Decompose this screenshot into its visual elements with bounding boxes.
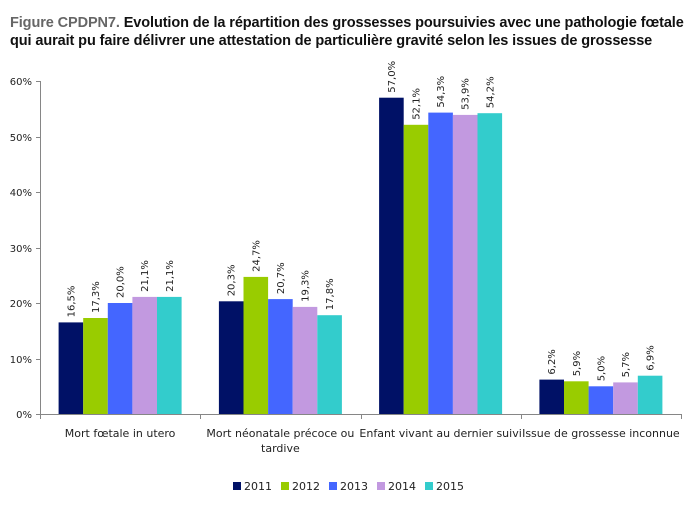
bar	[132, 296, 157, 414]
figure-number: Figure CPDPN7.	[10, 15, 120, 31]
bar	[428, 112, 453, 414]
y-tick-label: 30%	[10, 244, 32, 255]
bar	[637, 375, 663, 414]
y-tick-label: 50%	[10, 133, 32, 144]
bar	[157, 296, 182, 414]
category-label: Issue de grossesse inconnue	[522, 427, 680, 440]
data-label: 17,8%	[325, 278, 336, 310]
chart-title: Figure CPDPN7. Evolution de la répartiti…	[10, 14, 690, 50]
legend-swatch	[281, 482, 289, 490]
data-label: 20,0%	[116, 266, 127, 298]
bar	[243, 276, 269, 414]
data-label: 6,2%	[547, 349, 558, 374]
y-tick-label: 10%	[10, 355, 32, 366]
data-label: 20,3%	[227, 265, 238, 297]
data-label: 24,7%	[251, 240, 262, 272]
data-label: 6,9%	[646, 345, 657, 370]
data-label: 21,1%	[165, 260, 176, 292]
data-label: 57,0%	[387, 61, 398, 93]
bar	[317, 315, 342, 414]
data-label: 20,7%	[276, 262, 287, 294]
bar	[452, 114, 478, 415]
data-label: 54,3%	[436, 76, 447, 108]
legend-label: 2015	[436, 480, 464, 493]
data-label: 54,2%	[485, 76, 496, 108]
bar	[379, 97, 404, 414]
bar	[403, 124, 429, 415]
bar	[588, 386, 614, 415]
category-label: Mort fœtale in utero	[65, 427, 176, 440]
bar	[539, 379, 564, 414]
legend-label: 2012	[292, 480, 320, 493]
bar	[292, 306, 318, 414]
y-tick-label: 20%	[10, 299, 32, 310]
data-label: 16,5%	[66, 286, 77, 318]
legend-label: 2014	[388, 480, 416, 493]
data-label: 5,7%	[621, 352, 632, 377]
legend-swatch	[329, 482, 337, 490]
legend-swatch	[425, 482, 433, 490]
data-label: 52,1%	[412, 88, 423, 120]
data-label: 5,0%	[596, 356, 607, 381]
y-tick-label: 40%	[10, 188, 32, 199]
data-label: 5,9%	[572, 351, 583, 376]
y-tick-label: 0%	[16, 410, 32, 421]
bar	[564, 381, 589, 414]
bar	[83, 318, 108, 414]
figure-caption: Evolution de la répartition des grossess…	[10, 15, 684, 49]
legend-swatch	[233, 482, 241, 490]
bar	[268, 299, 293, 414]
data-label: 19,3%	[301, 270, 312, 302]
category-label: Mort néonatale précoce ou	[206, 427, 354, 440]
data-label: 17,3%	[91, 281, 102, 313]
bar	[477, 113, 503, 414]
bar	[218, 301, 244, 414]
y-tick-label: 60%	[10, 77, 32, 88]
legend-label: 2011	[244, 480, 272, 493]
bar	[613, 382, 638, 414]
category-label: tardive	[261, 442, 300, 455]
legend-swatch	[377, 482, 385, 490]
bar	[107, 303, 133, 414]
bar	[58, 322, 84, 414]
legend-label: 2013	[340, 480, 368, 493]
data-label: 53,9%	[461, 78, 472, 110]
category-label: Enfant vivant au dernier suivi	[359, 427, 521, 440]
data-label: 21,1%	[140, 260, 151, 292]
